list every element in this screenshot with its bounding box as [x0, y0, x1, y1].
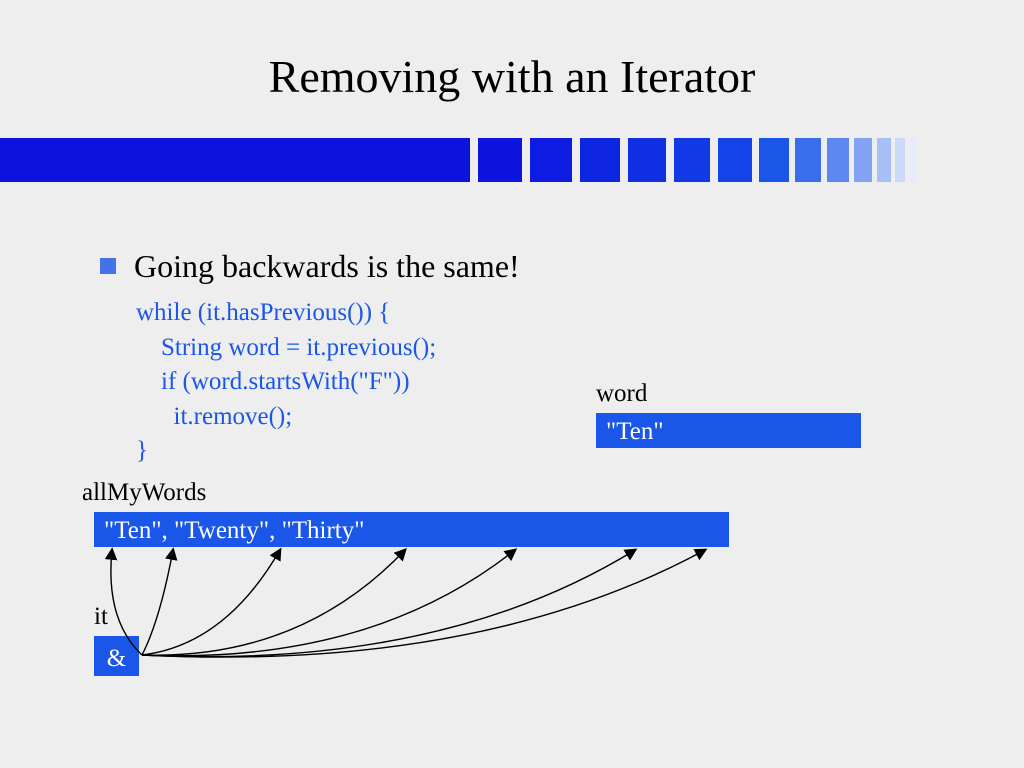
- slide-title: Removing with an Iterator: [0, 0, 1024, 103]
- decorative-bar: [0, 138, 1024, 182]
- code-line: if (word.startsWith("F")): [136, 368, 410, 395]
- bullet-point: Going backwards is the same!: [100, 248, 520, 285]
- code-line: while (it.hasPrevious()) {: [136, 299, 390, 326]
- code-line: it.remove();: [136, 403, 292, 430]
- bullet-icon: [100, 258, 116, 274]
- code-line: }: [136, 437, 148, 464]
- code-block: while (it.hasPrevious()) { String word =…: [136, 296, 436, 469]
- list-box: "Ten", "Twenty", "Thirty": [94, 512, 729, 547]
- word-box: "Ten": [596, 413, 861, 448]
- list-label: allMyWords: [82, 479, 206, 507]
- bullet-text: Going backwards is the same!: [134, 248, 520, 285]
- word-label: word: [596, 380, 647, 408]
- it-label: it: [94, 603, 108, 631]
- code-line: String word = it.previous();: [136, 334, 436, 361]
- it-box: &: [94, 636, 139, 676]
